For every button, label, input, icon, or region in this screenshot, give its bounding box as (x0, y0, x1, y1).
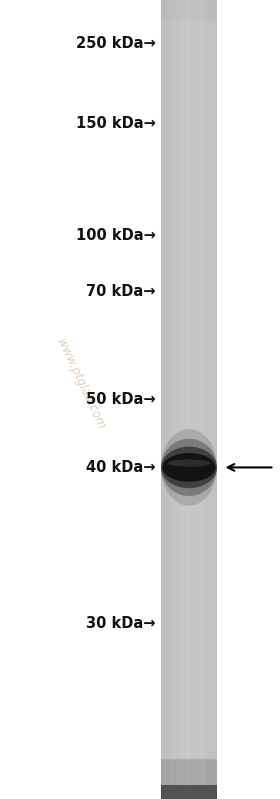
Text: 70 kDa→: 70 kDa→ (86, 284, 155, 299)
Text: www.ptglab.com: www.ptglab.com (55, 336, 108, 431)
Text: 50 kDa→: 50 kDa→ (86, 392, 155, 407)
Text: 40 kDa→: 40 kDa→ (86, 460, 155, 475)
Ellipse shape (161, 429, 217, 506)
Text: 250 kDa→: 250 kDa→ (76, 37, 155, 51)
Ellipse shape (168, 459, 210, 467)
Ellipse shape (161, 447, 217, 488)
Text: 100 kDa→: 100 kDa→ (76, 229, 155, 243)
Bar (161, 785, 217, 799)
Text: 30 kDa→: 30 kDa→ (86, 616, 155, 630)
Ellipse shape (161, 439, 217, 496)
Text: 150 kDa→: 150 kDa→ (76, 117, 155, 131)
Ellipse shape (162, 453, 216, 482)
